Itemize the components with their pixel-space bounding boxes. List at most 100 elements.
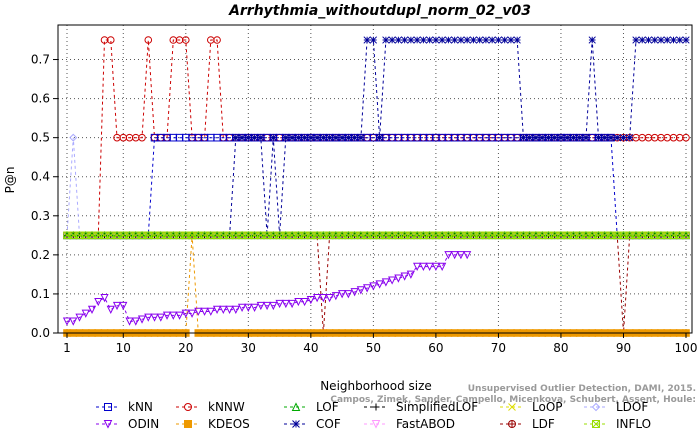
marker-cross [357, 231, 365, 239]
x-axis-label: Neighborhood size [320, 379, 432, 393]
legend-item-simplifiedlof: SimplifiedLOF [364, 400, 478, 414]
data-point-marker [388, 36, 396, 44]
data-point-marker [357, 134, 365, 142]
data-point-marker [369, 282, 378, 291]
legend-item-loop: LoOP [500, 400, 563, 414]
legend: kNN kNNW LOF SimplifiedLOF LoOP LDOF ODIN KDEOS… [96, 400, 651, 431]
data-point-marker [363, 284, 372, 293]
data-point-marker [419, 36, 428, 44]
data-point-marker [356, 286, 365, 295]
data-point-marker [388, 276, 397, 285]
data-point-marker [291, 402, 301, 411]
watermark-line-1: Unsupervised Outlier Detection, DAMI, 20… [468, 384, 696, 394]
data-point-marker [488, 36, 496, 44]
data-point-marker [81, 309, 90, 318]
x-tick-label: 1 [63, 341, 71, 355]
data-point-marker [294, 134, 302, 142]
data-point-marker [381, 278, 390, 287]
y-tick-label: 0.5 [31, 131, 50, 145]
data-point-marker [112, 301, 122, 311]
marker-cross [82, 231, 90, 239]
data-point-marker [338, 290, 347, 299]
data-point-marker [344, 134, 353, 142]
marker-cross [107, 231, 115, 239]
legend-label: SimplifiedLOF [396, 400, 478, 414]
data-point-marker [131, 317, 140, 326]
series-knn [63, 133, 690, 240]
legend-item-knn: kNN [96, 400, 153, 414]
marker-cross [225, 231, 234, 239]
marker-cross [175, 231, 184, 239]
marker-cross [263, 231, 271, 239]
data-point-marker [344, 290, 353, 299]
data-point-marker [103, 420, 113, 429]
marker-cross [476, 231, 484, 239]
data-point-marker [507, 36, 515, 44]
legend-label: ODIN [128, 417, 159, 431]
data-point-marker [619, 231, 628, 240]
marker-cross [200, 231, 209, 239]
data-point-marker [307, 134, 315, 142]
marker-box [682, 231, 690, 240]
data-point-marker [256, 301, 265, 311]
legend-item-lof: LOF [284, 400, 339, 414]
x-axis: 1 10 20 30 40 50 60 70 80 90 100 [63, 333, 697, 355]
marker-cross [469, 231, 478, 239]
data-point-marker [238, 134, 246, 142]
marker-cross [144, 231, 152, 239]
marker-cross [663, 231, 671, 239]
x-tick-label: 10 [116, 341, 131, 355]
marker-cross [576, 231, 584, 239]
marker-cross [619, 231, 628, 239]
data-point-marker [312, 294, 322, 303]
data-point-marker [250, 303, 259, 313]
marker-cross [463, 231, 471, 239]
marker-cross [544, 231, 553, 239]
data-point-marker [463, 251, 472, 260]
legend-item-kdeos: KDEOS [176, 417, 250, 431]
marker-cross [482, 231, 490, 239]
data-point-marker [576, 134, 584, 142]
marker-box [592, 420, 600, 428]
marker-cross [626, 231, 634, 239]
data-point-marker [438, 36, 446, 44]
data-point-marker [257, 134, 265, 142]
data-point-marker [144, 231, 153, 240]
marker-cross [638, 231, 646, 239]
x-tick-label: 30 [241, 341, 256, 355]
marker-cross [363, 231, 371, 239]
data-point-marker [237, 303, 247, 313]
watermark-text: Unsupervised Outlier Detection, DAMI, 20… [330, 384, 696, 405]
data-point-marker [144, 36, 153, 44]
data-point-marker [75, 313, 84, 322]
data-point-marker [425, 262, 434, 272]
data-point-marker [372, 403, 380, 411]
marker-cross [457, 231, 465, 239]
data-point-marker [125, 317, 134, 326]
marker-cross [132, 231, 140, 239]
marker-cross [369, 231, 378, 239]
data-point-marker [626, 134, 634, 142]
marker-cross [613, 231, 621, 239]
legend-item-ldf: LDF [500, 417, 555, 431]
data-point-marker [184, 403, 192, 411]
x-tick-label: 40 [303, 341, 318, 355]
data-point-marker [269, 301, 278, 311]
marker-cross [194, 231, 202, 239]
legend-item-knnw: kNNW [176, 400, 245, 414]
x-tick-label: 100 [675, 341, 698, 355]
data-point-marker [156, 313, 165, 322]
data-point-marker [184, 420, 192, 428]
legend-label: kNN [128, 400, 153, 414]
series-layer [62, 36, 691, 337]
data-point-marker [225, 305, 234, 314]
x-tick-label: 80 [553, 341, 568, 355]
marker-cross [676, 231, 684, 239]
series-line [66, 137, 686, 236]
data-point-marker [432, 36, 440, 44]
data-point-marker [482, 36, 490, 44]
data-point-marker [275, 299, 284, 309]
x-tick-label: 90 [616, 341, 631, 355]
marker-cross [250, 231, 259, 239]
series-line [67, 254, 468, 322]
